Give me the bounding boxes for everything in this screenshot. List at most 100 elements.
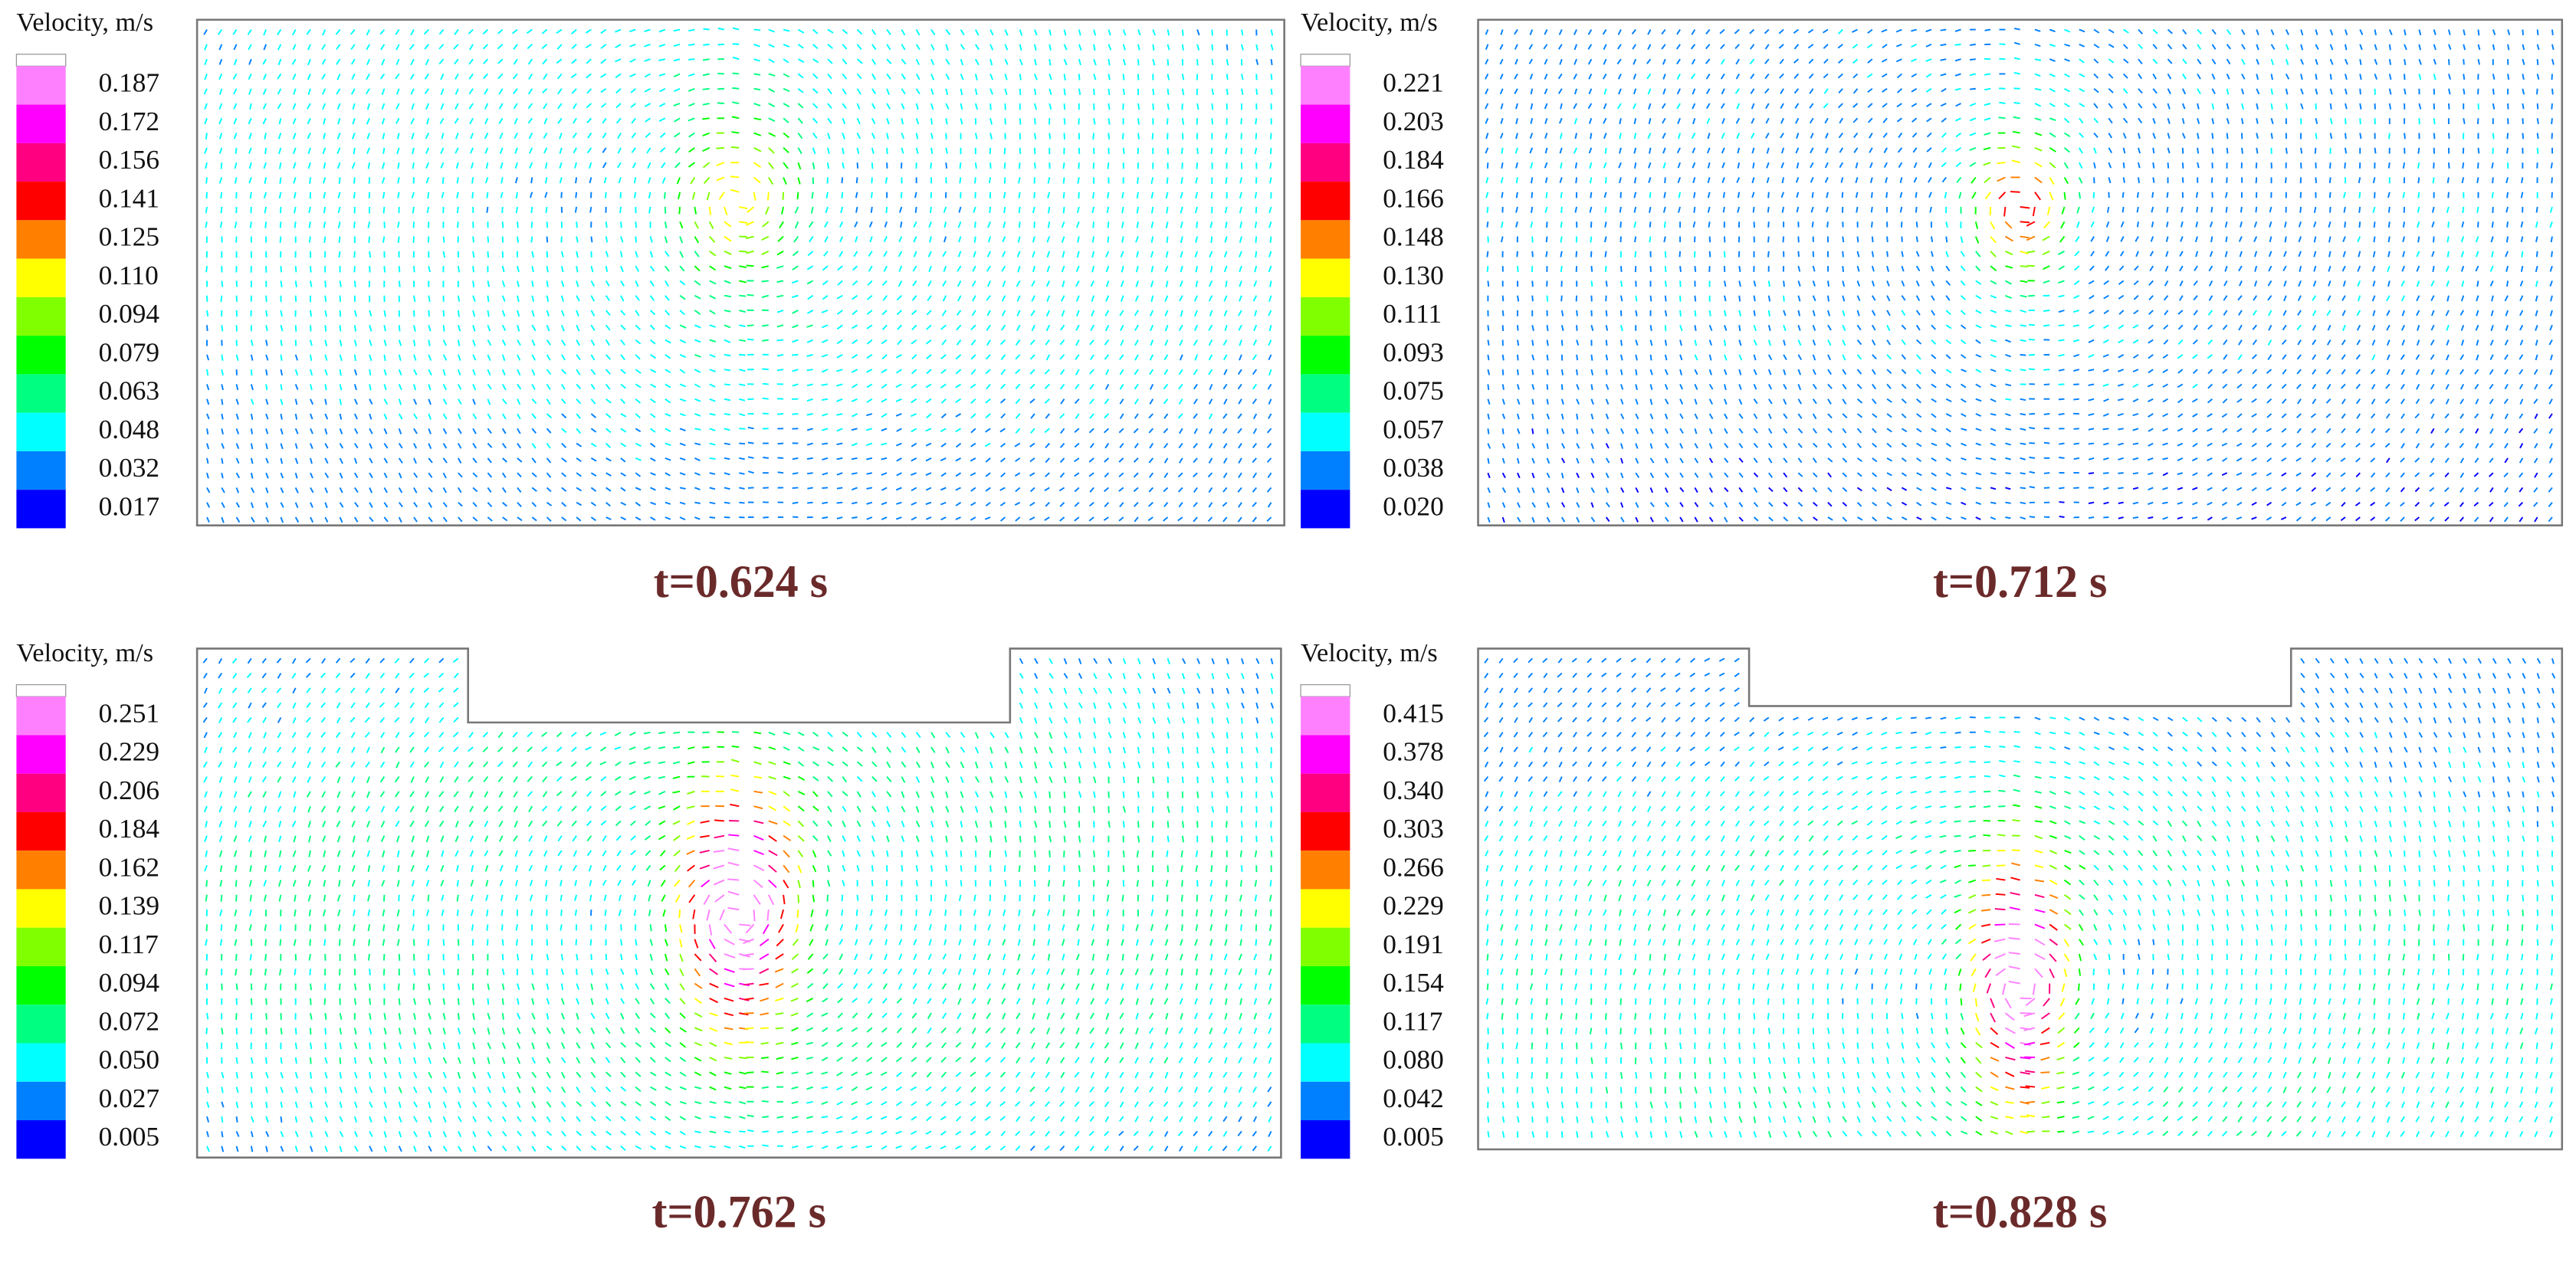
- panel: Velocity, m/s 0.415 0.378 0.340 0.303 0.266 0.…: [1300, 638, 2564, 1237]
- panel-caption: t=0.624 s: [654, 556, 828, 607]
- legend-swatch: [16, 182, 66, 221]
- legend-label: 0.048: [99, 414, 160, 444]
- legend-label: 0.378: [1383, 736, 1444, 767]
- legend-label: 0.063: [99, 375, 160, 406]
- legend-label: 0.203: [1383, 106, 1444, 136]
- legend-label: 0.072: [99, 1005, 160, 1036]
- vector-field: [203, 27, 1274, 523]
- legend-label: 0.415: [1383, 697, 1444, 728]
- legend-swatch: [1301, 258, 1350, 297]
- legend-swatch: [16, 773, 66, 812]
- legend-swatch: [16, 374, 66, 413]
- legend-swatch: [16, 220, 66, 259]
- legend-swatch: [16, 965, 66, 1005]
- legend-swatch: [1301, 1043, 1350, 1082]
- legend-swatch: [16, 851, 66, 890]
- legend-label: 0.130: [1383, 260, 1444, 290]
- legend-swatch: [1301, 412, 1350, 451]
- legend-label: 0.094: [99, 298, 160, 329]
- legend-swatch: [1301, 889, 1350, 928]
- legend-label: 0.166: [1383, 182, 1444, 213]
- legend-swatch: [16, 490, 66, 529]
- legend-swatch: [1301, 773, 1350, 812]
- legend-swatch: [16, 735, 66, 774]
- legend-swatch: [16, 336, 66, 375]
- legend-swatch: [16, 143, 66, 182]
- panel-caption: t=0.828 s: [1933, 1187, 2107, 1237]
- legend-swatch: [1300, 54, 1351, 67]
- legend-label: 0.110: [99, 260, 159, 290]
- legend-label: 0.094: [99, 967, 160, 998]
- legend-label: 0.050: [99, 1044, 160, 1075]
- legend-label: 0.125: [99, 221, 160, 252]
- legend-swatch: [1301, 811, 1350, 851]
- legend-swatch: [16, 1081, 66, 1120]
- legend-swatch: [1301, 735, 1350, 774]
- legend-label: 0.191: [1383, 929, 1444, 959]
- legend-swatch: [16, 889, 66, 928]
- legend-swatch: [1301, 927, 1350, 966]
- legend-label: 0.154: [1383, 967, 1444, 998]
- legend-swatch: [1301, 1081, 1350, 1120]
- legend-label: 0.184: [99, 813, 160, 844]
- domain-outline: [1477, 18, 2564, 527]
- legend-swatch: [1301, 1119, 1350, 1159]
- legend-swatch: [1301, 965, 1350, 1005]
- legend-swatch: [1301, 1005, 1350, 1044]
- legend-label: 0.229: [1383, 890, 1444, 921]
- legend-label: 0.005: [1383, 1121, 1444, 1152]
- vector-field: [202, 657, 1275, 1152]
- legend-swatch: [16, 927, 66, 966]
- domain-outline: [1477, 647, 2564, 1151]
- legend-swatch: [16, 1005, 66, 1044]
- legend-label: 0.020: [1383, 490, 1444, 521]
- legend-swatch: [16, 412, 66, 451]
- legend-label: 0.117: [1383, 1005, 1442, 1036]
- legend-swatch: [1301, 490, 1350, 529]
- legend-label: 0.303: [1383, 813, 1444, 844]
- legend-swatch: [1301, 697, 1350, 736]
- legend-title: Velocity, m/s: [16, 638, 153, 667]
- legend-label: 0.057: [1383, 414, 1444, 444]
- legend-swatch: [1301, 143, 1350, 182]
- legend-label: 0.221: [1383, 67, 1444, 98]
- vector-field: [1483, 657, 2556, 1139]
- domain-outline: [195, 18, 1285, 527]
- legend-label: 0.075: [1383, 375, 1444, 406]
- legend-swatch: [16, 811, 66, 851]
- legend-swatch: [16, 66, 66, 105]
- legend-title: Velocity, m/s: [1301, 638, 1438, 667]
- legend-swatch: [1301, 297, 1350, 336]
- legend-swatch: [16, 697, 66, 736]
- legend-swatch: [16, 1043, 66, 1082]
- domain-outline: [195, 647, 1282, 1159]
- legend-title: Velocity, m/s: [1301, 8, 1438, 37]
- legend-swatch: [16, 258, 66, 297]
- legend-swatch: [1301, 182, 1350, 221]
- legend-swatch: [1301, 66, 1350, 105]
- legend-label: 0.042: [1383, 1083, 1444, 1113]
- legend-swatch: [16, 451, 66, 490]
- legend-label: 0.080: [1383, 1044, 1444, 1075]
- panel: Velocity, m/s 0.187 0.172 0.156 0.141 0.125 0.…: [15, 8, 1285, 607]
- panel: Velocity, m/s 0.251 0.229 0.206 0.184 0.162 0.…: [15, 638, 1282, 1237]
- legend-label: 0.266: [1383, 851, 1444, 882]
- panel-caption: t=0.762 s: [652, 1187, 826, 1237]
- legend-swatch: [15, 683, 67, 697]
- panel-caption: t=0.712 s: [1933, 556, 2107, 607]
- legend-label: 0.229: [99, 736, 160, 767]
- legend-swatch: [15, 54, 67, 67]
- legend-swatch: [1301, 451, 1350, 490]
- legend-label: 0.340: [1383, 775, 1444, 805]
- legend-label: 0.251: [99, 697, 160, 728]
- legend-label: 0.117: [99, 929, 159, 959]
- legend-label: 0.111: [1383, 298, 1442, 329]
- legend-label: 0.184: [1383, 144, 1444, 175]
- legend-swatch: [16, 104, 66, 143]
- panel: Velocity, m/s 0.221 0.203 0.184 0.166 0.148 0.…: [1300, 8, 2564, 607]
- legend-swatch: [1300, 683, 1351, 697]
- legend-swatch: [16, 297, 66, 336]
- legend-label: 0.027: [99, 1083, 160, 1113]
- legend-label: 0.038: [1383, 452, 1444, 483]
